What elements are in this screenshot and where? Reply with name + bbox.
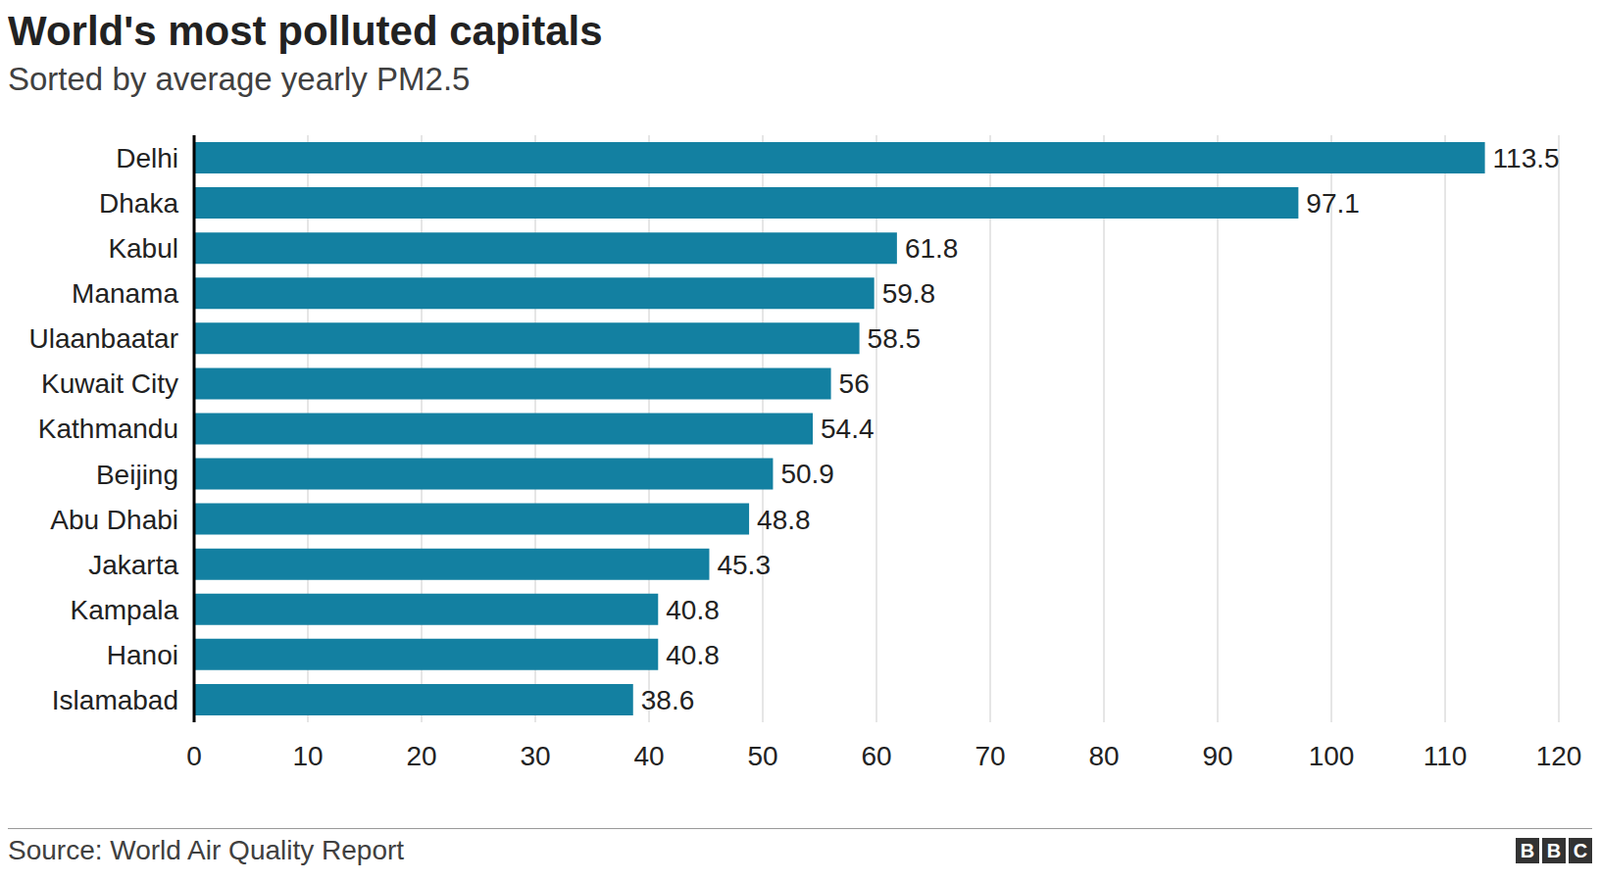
svg-text:40.8: 40.8	[665, 640, 720, 671]
svg-text:70: 70	[974, 741, 1005, 772]
html-text:B: B	[1546, 840, 1561, 862]
svg-text:50: 50	[747, 741, 778, 772]
svg-text:Kathmandu: Kathmandu	[38, 413, 179, 445]
svg-text:110: 110	[1423, 741, 1468, 772]
svg-text:80: 80	[1088, 741, 1119, 772]
svg-text:20: 20	[405, 741, 437, 772]
svg-text:Kuwait City: Kuwait City	[41, 368, 179, 400]
svg-text:Abu Dhabi: Abu Dhabi	[50, 504, 179, 536]
svg-text:Hanoi: Hanoi	[106, 640, 179, 671]
svg-text:Kampala: Kampala	[69, 595, 179, 626]
svg-text:40: 40	[633, 741, 664, 772]
svg-text:60: 60	[860, 741, 892, 772]
svg-text:Manama: Manama	[71, 278, 179, 309]
svg-text:97.1: 97.1	[1305, 188, 1360, 219]
html-text:B: B	[1520, 840, 1535, 862]
svg-text:58.5: 58.5	[867, 323, 922, 354]
svg-text:Kabul: Kabul	[107, 233, 179, 264]
svg-text:50.9: 50.9	[780, 458, 835, 490]
html-text:Sorted by average yearly PM2.5: Sorted by average yearly PM2.5	[7, 60, 470, 98]
svg-text:Beijing: Beijing	[96, 459, 179, 491]
html-text:C: C	[1573, 840, 1588, 862]
svg-text:100: 100	[1308, 741, 1355, 772]
svg-text:56: 56	[839, 368, 870, 400]
svg-text:120: 120	[1536, 741, 1583, 772]
svg-text:Ulaanbaatar: Ulaanbaatar	[28, 323, 179, 354]
svg-text:Dhaka: Dhaka	[99, 188, 179, 219]
svg-text:59.8: 59.8	[882, 278, 937, 309]
svg-text:48.8: 48.8	[756, 504, 811, 536]
svg-text:Delhi: Delhi	[115, 143, 179, 174]
svg-text:Islamabad: Islamabad	[51, 685, 179, 716]
svg-text:54.4: 54.4	[820, 413, 875, 445]
svg-text:113.5: 113.5	[1493, 143, 1560, 174]
svg-text:38.6: 38.6	[641, 685, 696, 716]
svg-text:0: 0	[186, 741, 202, 772]
svg-text:10: 10	[292, 741, 323, 772]
html-text:Source: World Air Quality Repo: Source: World Air Quality Report	[7, 835, 405, 866]
svg-text:40.8: 40.8	[665, 595, 720, 626]
svg-text:61.8: 61.8	[904, 233, 959, 264]
html-text:World's most polluted capitals: World's most polluted capitals	[7, 7, 603, 54]
svg-text:Jakarta: Jakarta	[88, 550, 179, 581]
svg-text:45.3: 45.3	[716, 550, 771, 581]
svg-text:90: 90	[1201, 741, 1233, 772]
svg-text:30: 30	[519, 741, 550, 772]
